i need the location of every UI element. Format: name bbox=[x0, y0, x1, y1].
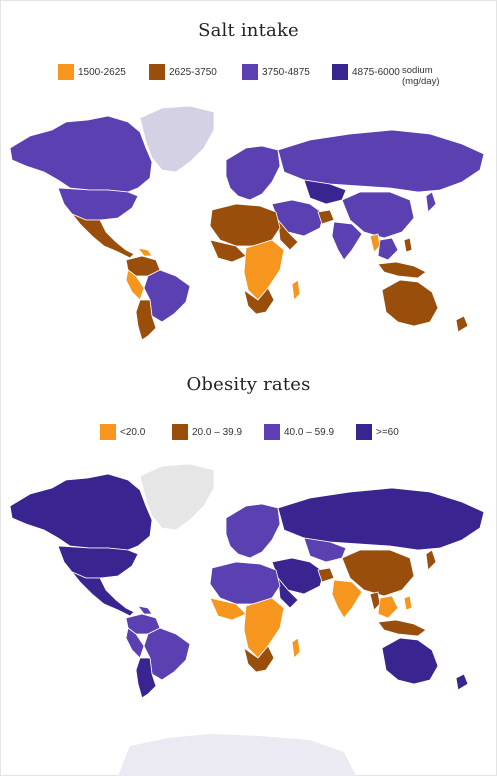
obesity-legend-label-4: >=60 bbox=[376, 427, 399, 438]
salt-europe bbox=[225, 145, 281, 201]
salt-india bbox=[331, 221, 363, 261]
obesity-europe bbox=[225, 503, 281, 559]
salt-legend-label-3: 3750-4875 bbox=[262, 67, 310, 78]
salt-legend-label-4: 4875-6000 bbox=[352, 67, 400, 78]
obesity-australia bbox=[381, 637, 439, 685]
salt-china bbox=[341, 191, 415, 239]
salt-legend-unit: sodium (mg/day) bbox=[402, 65, 439, 87]
salt-se-asia bbox=[377, 237, 399, 261]
obesity-indonesia bbox=[377, 619, 427, 637]
obesity-brazil bbox=[143, 627, 191, 681]
next-map-fragment bbox=[118, 734, 356, 776]
obesity-india bbox=[331, 579, 363, 619]
obesity-philippines bbox=[403, 595, 413, 611]
salt-greenland bbox=[139, 105, 215, 173]
salt-madagascar bbox=[291, 279, 301, 301]
salt-west-africa bbox=[209, 239, 247, 263]
obesity-legend-label-3: 40.0 – 59.9 bbox=[284, 427, 335, 438]
obesity-west-africa bbox=[209, 597, 247, 621]
obesity-legend-swatch-1 bbox=[100, 424, 116, 440]
obesity-legend-swatch-3 bbox=[264, 424, 280, 440]
salt-japan bbox=[425, 191, 437, 213]
obesity-madagascar bbox=[291, 637, 301, 659]
salt-legend-swatch-4 bbox=[332, 64, 348, 80]
salt-argentina-chile bbox=[135, 299, 157, 341]
obesity-southern-africa bbox=[243, 645, 275, 673]
obesity-legend-swatch-4 bbox=[356, 424, 372, 440]
obesity-north-africa bbox=[209, 561, 281, 605]
obesity-saudi-arabia bbox=[277, 576, 299, 609]
obesity-map-title: Obesity rates bbox=[186, 374, 311, 395]
salt-saudi-arabia bbox=[277, 218, 299, 251]
obesity-usa bbox=[57, 545, 139, 579]
obesity-japan bbox=[425, 549, 437, 571]
obesity-afghanistan bbox=[317, 567, 335, 583]
salt-legend-swatch-2 bbox=[149, 64, 165, 80]
salt-map-title: Salt intake bbox=[198, 20, 299, 41]
salt-canada bbox=[9, 115, 153, 193]
obesity-legend-swatch-2 bbox=[172, 424, 188, 440]
obesity-world-map bbox=[9, 463, 485, 699]
salt-world-map bbox=[9, 105, 485, 341]
salt-north-africa bbox=[209, 203, 281, 247]
obesity-canada bbox=[9, 473, 153, 551]
salt-philippines bbox=[403, 237, 413, 253]
salt-east-africa bbox=[243, 239, 285, 301]
salt-new-zealand bbox=[455, 315, 469, 333]
obesity-east-africa bbox=[243, 597, 285, 659]
obesity-caribbean bbox=[137, 605, 153, 615]
obesity-se-asia bbox=[377, 595, 399, 619]
obesity-greenland bbox=[139, 463, 215, 531]
salt-usa bbox=[57, 187, 139, 221]
obesity-mexico bbox=[71, 571, 135, 617]
obesity-legend-label-1: <20.0 bbox=[120, 427, 146, 438]
salt-southern-africa bbox=[243, 287, 275, 315]
obesity-china bbox=[341, 549, 415, 597]
salt-caribbean bbox=[137, 247, 153, 257]
salt-mexico bbox=[71, 213, 135, 259]
salt-brazil bbox=[143, 269, 191, 323]
salt-australia bbox=[381, 279, 439, 327]
obesity-argentina-chile bbox=[135, 657, 157, 699]
obesity-legend-label-2: 20.0 – 39.9 bbox=[192, 427, 243, 438]
salt-indonesia bbox=[377, 261, 427, 279]
salt-legend-swatch-3 bbox=[242, 64, 258, 80]
obesity-new-zealand bbox=[455, 673, 469, 691]
salt-unit-line2: (mg/day) bbox=[402, 76, 440, 87]
salt-afghanistan bbox=[317, 209, 335, 225]
salt-unit-line1: sodium bbox=[402, 65, 433, 76]
salt-legend-label-2: 2625-3750 bbox=[169, 67, 217, 78]
salt-legend-label-1: 1500-2625 bbox=[78, 67, 126, 78]
salt-legend-swatch-1 bbox=[58, 64, 74, 80]
